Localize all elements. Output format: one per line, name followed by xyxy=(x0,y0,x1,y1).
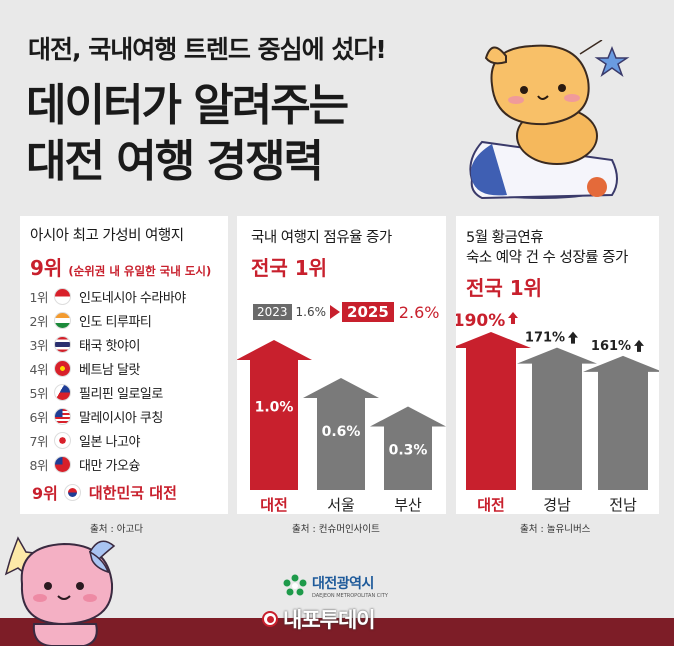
brand-dot-icon xyxy=(262,611,278,627)
list-item: 8위 대만 가오슝 xyxy=(29,455,140,474)
panel2-rank: 전국 1위 xyxy=(251,256,328,280)
value-label: 190% xyxy=(456,311,505,331)
panel2-source: 출처 : 컨슈머인사이트 xyxy=(292,524,380,535)
list-item: 1위 인도네시아 수라바야 xyxy=(29,287,186,306)
city-emblem-icon xyxy=(283,574,307,596)
list-item: 5위 필리핀 일로일로 xyxy=(29,383,163,402)
category-label: 전남 xyxy=(609,496,637,514)
org-name-en: DAEJEON METROPOLITAN CITY xyxy=(312,593,388,599)
highlight-rank: 9위 xyxy=(32,484,58,503)
ranking-list: 1위 인도네시아 수라바야 2위 인도 티루파티 3위 태국 핫야이 4위 베트… xyxy=(20,284,228,476)
panel1-source: 출처 : 아고다 xyxy=(90,524,143,535)
taiwan-flag-icon xyxy=(54,455,71,473)
share-compare: 2023 1.6% 2025 2.6% xyxy=(253,302,439,322)
value-label: 171% xyxy=(525,331,565,346)
up-arrow-icon xyxy=(568,331,578,344)
panel3-title: 5월 황금연휴 숙소 예약 건 수 성장률 증가 xyxy=(466,228,628,268)
panel3-rank: 전국 1위 xyxy=(466,276,543,300)
indonesia-flag-icon xyxy=(54,287,71,305)
bar-대전 xyxy=(456,332,531,490)
panel-booking-growth: 5월 황금연휴 숙소 예약 건 수 성장률 증가 전국 1위 대전 190% 경남 1… xyxy=(456,216,659,514)
category-label: 대전 xyxy=(260,496,288,514)
up-arrow-icon xyxy=(634,339,644,352)
panel3-title-line-2: 숙소 예약 건 수 성장률 증가 xyxy=(466,250,628,266)
panel3-title-line-1: 5월 황금연휴 xyxy=(466,230,544,246)
category-label: 대전 xyxy=(477,496,505,514)
panel2-title: 국내 여행지 점유율 증가 xyxy=(251,230,392,246)
panel1-rank-note: (순위권 내 유일한 국내 도시) xyxy=(68,264,212,278)
year-from: 2023 xyxy=(253,304,292,320)
list-item: 6위 말레이시아 쿠칭 xyxy=(29,407,163,426)
malaysia-flag-icon xyxy=(54,407,71,425)
arrow-right-icon xyxy=(330,305,341,319)
up-arrow-icon xyxy=(508,312,518,324)
india-flag-icon xyxy=(54,311,71,329)
mascot-rocket-illustration xyxy=(469,40,630,200)
footer-bar xyxy=(0,618,674,646)
org-name: 대전광역시 xyxy=(312,576,374,592)
title-line-2: 대전 여행 경쟁력 xyxy=(26,136,324,187)
category-label: 서울 xyxy=(327,496,355,514)
title-line-1: 데이터가 알려주는 xyxy=(26,80,349,131)
mascot-pink-illustration xyxy=(4,536,116,646)
subtitle: 대전, 국내여행 트렌드 중심에 섰다! xyxy=(28,35,387,64)
philippines-flag-icon xyxy=(54,383,71,401)
japan-flag-icon xyxy=(54,431,71,449)
panel3-source: 출처 : 놀유니버스 xyxy=(520,524,591,535)
vietnam-flag-icon xyxy=(54,359,71,377)
thailand-flag-icon xyxy=(54,335,71,353)
share-bar-chart: 대전 1.0% 서울 0.6% 부산 0.3% xyxy=(237,340,446,514)
panel-share-increase: 국내 여행지 점유율 증가 전국 1위 2023 1.6% 2025 2.6% … xyxy=(237,216,446,514)
panel1-title: 아시아 최고 가성비 여행지 xyxy=(30,228,184,244)
category-label: 부산 xyxy=(394,496,422,514)
growth-bar-chart: 대전 190% 경남 171% 전남 161% xyxy=(456,311,659,514)
value-label: 0.3% xyxy=(389,443,428,459)
value-from: 1.6% xyxy=(295,305,327,319)
list-item: 2위 인도 티루파티 xyxy=(29,311,152,330)
bar-부산 xyxy=(370,406,446,490)
bar-전남 xyxy=(583,355,659,490)
highlight-name: 대한민국 대전 xyxy=(88,483,177,502)
list-item: 7위 일본 나고야 xyxy=(29,431,140,450)
org-logo: 대전광역시 DAEJEON METROPOLITAN CITY xyxy=(282,573,388,599)
value-label: 161% xyxy=(591,339,631,354)
panel-value-ranking: 아시아 최고 가성비 여행지 9위 (순위권 내 유일한 국내 도시) 1위 인… xyxy=(20,216,228,514)
page-title: 데이터가 알려주는 대전 여행 경쟁력 xyxy=(26,78,349,190)
brand-name: 내포투데이 xyxy=(283,608,376,632)
highlight-row: 9위 대한민국 대전 xyxy=(32,480,177,504)
year-to: 2025 xyxy=(342,302,394,322)
value-label: 1.0% xyxy=(255,400,294,416)
value-to: 2.6% xyxy=(398,302,440,322)
bar-대전 xyxy=(237,340,312,490)
list-item: 4위 베트남 달랏 xyxy=(29,359,140,378)
bar-경남 xyxy=(517,347,597,490)
korea-flag-icon xyxy=(63,483,81,501)
value-label: 0.6% xyxy=(322,424,361,440)
category-label: 경남 xyxy=(543,496,571,514)
list-item: 3위 태국 핫야이 xyxy=(29,335,140,354)
brand-logo: 내포투데이 xyxy=(262,604,376,634)
panel1-rank: 9위 xyxy=(30,256,63,280)
bar-서울 xyxy=(303,378,379,490)
